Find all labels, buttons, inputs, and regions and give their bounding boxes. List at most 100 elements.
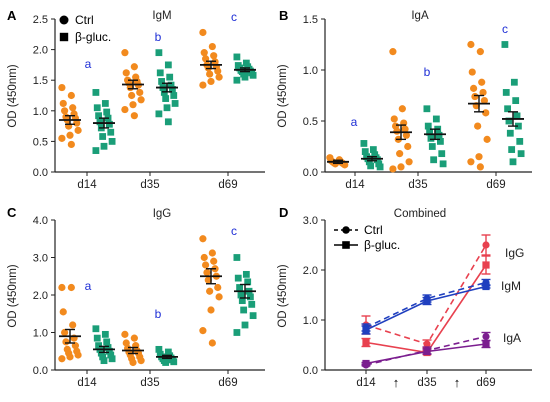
y-tick-label: 1.0: [33, 328, 48, 340]
bgluc-point: [432, 115, 440, 123]
ctrl-point: [74, 126, 82, 134]
ctrl-point: [203, 268, 211, 277]
bgluc-point: [95, 112, 102, 120]
bgluc-point: [508, 146, 516, 153]
y-tick-label: 3.0: [33, 253, 48, 265]
ctrl-point: [128, 91, 136, 100]
x-tick-label: d14: [356, 377, 376, 389]
ctrl-point: [206, 287, 214, 295]
bgluc-point: [513, 112, 521, 120]
bgluc-point: [108, 355, 116, 363]
bgluc-point: [155, 49, 163, 57]
line-label: IgM: [501, 279, 521, 293]
ctrl-point: [67, 283, 75, 292]
bgluc-point: [430, 156, 438, 164]
y-axis-label: OD (450nm): [277, 264, 289, 327]
ctrl-point: [405, 158, 413, 166]
ctrl-point: [482, 109, 490, 117]
ctrl-point: [393, 127, 401, 135]
ctrl-point: [470, 84, 478, 92]
significance-letter: c: [231, 10, 237, 24]
ctrl-point: [478, 78, 486, 86]
bgluc-point: [167, 81, 175, 89]
y-tick-label: 1.0: [303, 65, 318, 77]
bgluc-point: [97, 349, 105, 357]
bgluc-point: [247, 293, 254, 301]
panel-label: D: [279, 205, 288, 220]
ctrl-point: [480, 97, 488, 105]
bgluc-point: [361, 148, 369, 155]
ctrl-point: [121, 49, 129, 57]
bgluc-point: [96, 118, 104, 126]
bgluc-point: [365, 158, 373, 166]
bgluc-point: [101, 100, 109, 107]
ctrl-point: [59, 99, 67, 108]
ctrl-point: [199, 28, 207, 37]
bgluc-point: [360, 140, 368, 147]
line-label: IgG: [505, 246, 524, 260]
ctrl-point: [467, 40, 475, 49]
bgluc-point: [234, 274, 242, 282]
y-tick-label: 0.5: [303, 116, 318, 128]
bgluc-point: [233, 53, 241, 61]
bgluc-point: [517, 150, 525, 158]
bgluc-point: [505, 117, 513, 125]
bgluc-point: [516, 138, 524, 145]
arrow-mark: ↑: [454, 375, 461, 390]
legend-marker: [59, 15, 69, 25]
bgluc-point: [106, 120, 113, 128]
y-tick-label: 0.0: [303, 167, 318, 179]
ctrl-point: [199, 81, 207, 89]
panel-B: 0.0 0.5 1.0 1.5 d14 d35 d69 IgA B OD (450nm) a b c: [277, 8, 532, 191]
bgluc-point: [101, 330, 109, 338]
bgluc-point: [426, 128, 433, 136]
bgluc-point: [164, 118, 172, 126]
ctrl-point: [137, 357, 145, 365]
ctrl-point: [204, 276, 212, 284]
bgluc-point: [509, 158, 517, 166]
ctrl-point: [483, 135, 491, 143]
y-tick-label: 1.5: [33, 75, 48, 87]
ctrl-point: [130, 112, 138, 120]
ctrl-point: [130, 63, 138, 71]
bgluc-point: [164, 61, 172, 69]
ctrl-point: [61, 107, 69, 115]
bgluc-point: [169, 85, 176, 93]
ctrl-point: [69, 104, 77, 112]
IgG-bgluc-point: [482, 261, 490, 269]
bgluc-point: [163, 104, 171, 112]
ctrl-point: [58, 83, 66, 92]
panel-label: A: [7, 8, 17, 23]
significance-letter: b: [155, 30, 162, 44]
bgluc-point: [248, 300, 256, 308]
bgluc-point: [369, 146, 377, 153]
bgluc-point: [92, 89, 100, 96]
y-tick-label: 0.5: [33, 136, 48, 148]
bgluc-point: [249, 312, 257, 320]
ctrl-point: [137, 96, 145, 104]
x-tick-label: d69: [486, 179, 505, 191]
bgluc-point: [156, 69, 164, 77]
legend-label: Ctrl: [364, 223, 383, 237]
bgluc-point: [108, 138, 116, 145]
ctrl-point: [67, 140, 75, 149]
bgluc-point: [249, 71, 257, 79]
bgluc-point: [237, 291, 245, 299]
bgluc-point: [510, 78, 518, 86]
x-tick-label: d35: [417, 377, 436, 389]
bgluc-point: [242, 270, 250, 278]
legend-label: β-gluc.: [364, 238, 400, 252]
bgluc-point: [103, 338, 111, 346]
bgluc-point: [512, 97, 520, 104]
IgM-bgluc-point: [482, 282, 490, 291]
ctrl-point: [122, 69, 130, 77]
bgluc-point: [428, 143, 436, 150]
legend-label: β-gluc.: [75, 30, 111, 44]
bgluc-point: [504, 105, 511, 113]
ctrl-point: [136, 88, 144, 97]
y-tick-label: 0.0: [33, 167, 48, 179]
legend-marker: [342, 226, 350, 234]
bgluc-point: [506, 129, 514, 137]
IgM-bgluc-point: [423, 297, 431, 305]
